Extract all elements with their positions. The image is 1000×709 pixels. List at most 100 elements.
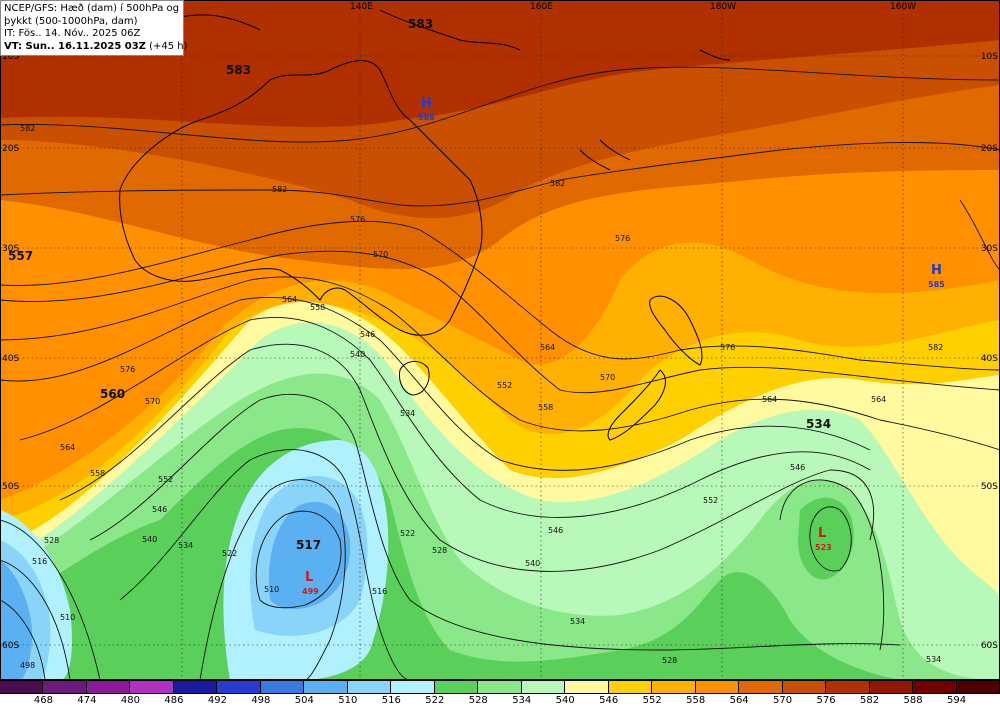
colorbar-label: 534 <box>512 695 532 706</box>
lon-label: 180W <box>710 2 736 12</box>
contour-label: 546 <box>548 526 563 535</box>
colorbar-label: 498 <box>251 695 271 706</box>
title-line-2: þykkt (500-1000hPa, dam) <box>4 15 138 27</box>
contour-label: 546 <box>152 505 167 514</box>
colorbar-label: 522 <box>425 695 445 706</box>
colorbar-label: 516 <box>381 695 401 706</box>
contour-label: 528 <box>44 536 59 545</box>
field-label: 534 <box>806 417 831 431</box>
center-value: 585 <box>928 280 945 289</box>
colorbar-swatch <box>347 681 392 693</box>
contour-label: 510 <box>264 585 279 594</box>
contour-label: 534 <box>570 617 585 626</box>
colorbar-labels: 468 474 480 486 492 498 504 510 516 522 528 534 540 5… <box>0 695 1000 709</box>
lon-label: 160W <box>890 2 916 12</box>
colorbar-swatch <box>86 681 131 693</box>
lon-label: 140E <box>350 2 373 12</box>
field-labels: 583 583 557 560 534 517 <box>8 17 831 552</box>
contour-label: 510 <box>60 613 75 622</box>
colorbar-swatch <box>521 681 566 693</box>
colorbar-label: 582 <box>860 695 880 706</box>
contour-label: 570 <box>600 373 615 382</box>
center-value: 523 <box>815 543 832 552</box>
colorbar-swatch <box>608 681 653 693</box>
lat-label: 10S <box>981 52 998 62</box>
colorbar-swatch <box>739 681 783 693</box>
colorbar-swatches <box>0 680 1000 694</box>
contour-label: 534 <box>926 655 941 664</box>
lat-label: 30S <box>981 244 998 254</box>
lat-lon-grid <box>0 0 1000 680</box>
colorbar-label: 480 <box>120 695 140 706</box>
contour-label: 534 <box>400 409 415 418</box>
center-value: 588 <box>418 113 435 122</box>
lat-label: 40S <box>981 354 998 364</box>
center-letter: L <box>818 526 826 541</box>
title-line-4: VT: Sun.. 16.11.2025 03Z (+45 h) <box>4 40 188 54</box>
contour-label: 534 <box>178 541 193 550</box>
colorbar-swatch <box>304 681 348 693</box>
lat-label: 20S <box>2 144 19 154</box>
colorbar-swatch <box>565 681 609 693</box>
title-line-3: IT: Fös.. 14. Nóv.. 2025 06Z <box>4 28 141 39</box>
field-label: 560 <box>100 387 125 401</box>
contour-label: 528 <box>662 656 677 665</box>
contour-label: 582 <box>20 124 35 133</box>
colorbar-label: 546 <box>599 695 619 706</box>
lat-label: 30S <box>2 244 19 254</box>
colorbar-swatch <box>0 681 44 693</box>
colorbar-swatch <box>260 681 305 693</box>
colorbar-legend: 468 474 480 486 492 498 504 510 516 522 528 534 540 5… <box>0 680 1000 709</box>
latitude-labels-right: 10S 20S 30S 40S 50S 60S <box>981 52 998 651</box>
contour-label: 552 <box>497 381 512 390</box>
colorbar-label: 468 <box>33 695 54 706</box>
height-contours <box>0 66 1000 680</box>
contour-label: 540 <box>350 350 365 359</box>
contour-label: 516 <box>372 587 387 596</box>
weather-map: 140E 160E 180W 160W 10S 20S 30S 40S 50S … <box>0 0 1000 680</box>
field-label: 557 <box>8 249 33 263</box>
low-pressure-center: L 523 <box>815 526 832 552</box>
contour-label: 558 <box>310 303 325 312</box>
contour-label: 522 <box>400 529 415 538</box>
contour-label: 582 <box>272 185 287 194</box>
high-pressure-center: H 588 <box>418 96 435 122</box>
colorbar-swatch <box>478 681 522 693</box>
pressure-centers: H 588 H 585 L 499 L 523 <box>302 96 945 596</box>
contour-label: 540 <box>142 535 157 544</box>
contour-label: 522 <box>222 549 237 558</box>
lat-label: 60S <box>2 641 19 651</box>
colorbar-swatch <box>652 681 696 693</box>
valid-time: VT: Sun.. 16.11.2025 03Z <box>4 40 146 52</box>
colorbar-label: 552 <box>642 695 662 706</box>
contour-label: 552 <box>703 496 718 505</box>
colorbar-swatch <box>782 681 827 693</box>
colorbar-label: 492 <box>207 695 227 706</box>
contour-label: 576 <box>120 365 135 374</box>
colorbar-label: 576 <box>816 695 836 706</box>
lat-label: 50S <box>2 482 19 492</box>
field-label: 583 <box>226 63 251 77</box>
colorbar-label: 558 <box>686 695 706 706</box>
contour-label: 516 <box>32 557 47 566</box>
coastlines <box>119 9 731 441</box>
colorbar-label: 564 <box>729 695 749 706</box>
center-value: 499 <box>302 587 319 596</box>
lat-label: 40S <box>2 354 19 364</box>
contour-label: 558 <box>90 469 105 478</box>
contour-label: 564 <box>540 343 555 352</box>
colorbar-swatch <box>956 681 1000 693</box>
field-label: 517 <box>296 538 321 552</box>
colorbar-label: 486 <box>164 695 184 706</box>
contour-label: 570 <box>373 250 388 259</box>
colorbar-label: 594 <box>946 695 967 706</box>
low-pressure-center: L 499 <box>302 570 319 596</box>
colorbar-swatch <box>391 681 435 693</box>
contour-label: 576 <box>615 234 630 243</box>
colorbar-label: 528 <box>468 695 488 706</box>
longitude-labels: 140E 160E 180W 160W <box>350 2 916 12</box>
lat-label: 20S <box>981 144 998 154</box>
colorbar-swatch <box>130 681 174 693</box>
colorbar-swatch <box>869 681 914 693</box>
lat-label: 50S <box>981 482 998 492</box>
